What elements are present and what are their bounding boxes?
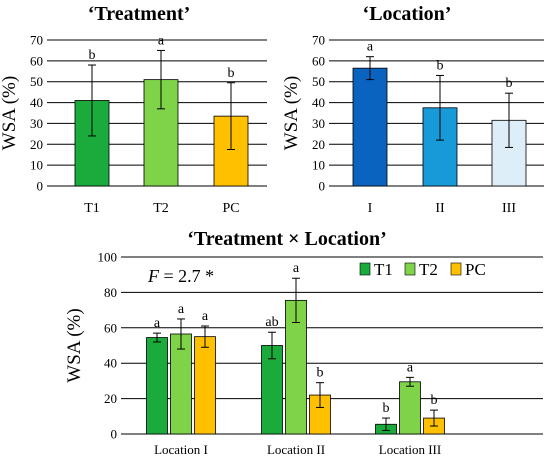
x-tick-label: III: [502, 201, 516, 216]
y-tick-label: 10: [30, 158, 43, 173]
significance-letter: a: [293, 261, 300, 276]
y-tick-label: 20: [104, 391, 117, 406]
y-tick-label: 30: [312, 116, 325, 131]
y-tick-label: 60: [30, 53, 43, 68]
y-tick-label: 80: [104, 285, 117, 300]
y-tick-label: 30: [30, 116, 43, 131]
significance-letter: a: [202, 309, 209, 324]
y-tick-label: 40: [312, 95, 325, 110]
x-tick-label: Location I: [154, 442, 208, 457]
y-tick-label: 0: [37, 179, 44, 194]
x-tick-label: T2: [153, 201, 169, 216]
y-tick-label: 70: [30, 33, 43, 48]
y-tick-label: 60: [104, 320, 117, 335]
legend-swatch-pc: [450, 262, 462, 276]
y-tick-label: 10: [312, 158, 325, 173]
y-tick-label: 50: [30, 74, 43, 89]
legend-label-pc: PC: [465, 260, 486, 279]
treatment-location-chart: 0 20 40 60 80 100 WSA (%) ‘Treatment × Location…: [64, 228, 543, 457]
f-statistic-annotation: F = 2.7 *: [147, 266, 214, 286]
significance-letter: b: [317, 366, 324, 381]
significance-letter: a: [158, 33, 165, 48]
chart-title: ‘Location’: [363, 3, 452, 25]
y-tick-label: 20: [312, 137, 325, 152]
y-tick-label: 40: [104, 356, 117, 371]
f-symbol: F: [147, 266, 160, 286]
legend-label-t1: T1: [374, 260, 393, 279]
significance-letter: b: [89, 48, 96, 63]
y-axis-label: WSA (%): [64, 308, 85, 382]
significance-letter: b: [228, 66, 235, 81]
treatment-chart: 0 10 20 30 40 50 60 70 WSA (%) ‘Treatment’ T1 T2 PC b…: [0, 3, 267, 216]
chart-title: ‘Treatment’: [88, 3, 191, 25]
bar-t2: [399, 381, 421, 435]
x-tick-label: Location III: [379, 442, 441, 457]
bar-t1: [146, 337, 168, 435]
y-tick-label: 0: [319, 179, 326, 194]
chart-title: ‘Treatment × Location’: [187, 228, 387, 250]
significance-letter: a: [407, 360, 414, 375]
f-value: = 2.7 *: [159, 266, 214, 286]
significance-letter: b: [506, 76, 513, 91]
significance-letter: b: [383, 401, 390, 416]
y-tick-label: 70: [312, 33, 325, 48]
x-tick-label: PC: [222, 201, 239, 216]
legend-label-t2: T2: [419, 260, 438, 279]
y-tick-label: 20: [30, 137, 43, 152]
significance-letter: b: [431, 393, 438, 408]
y-axis-label: WSA (%): [0, 76, 20, 150]
x-tick-label: Location II: [267, 442, 325, 457]
significance-letter: a: [367, 40, 374, 55]
significance-letter: ab: [265, 315, 278, 330]
bar: [352, 67, 388, 187]
y-tick-label: 50: [312, 74, 325, 89]
significance-letter: a: [154, 316, 161, 331]
legend-swatch-t1: [359, 262, 371, 276]
legend-swatch-t2: [404, 262, 416, 276]
x-tick-label: I: [368, 201, 373, 216]
significance-letter: a: [178, 302, 185, 317]
x-tick-label: II: [435, 201, 445, 216]
y-tick-label: 0: [111, 427, 118, 442]
y-tick-label: 100: [98, 250, 118, 265]
y-axis-label: WSA (%): [281, 76, 302, 150]
legend: T1 T2 PC: [359, 260, 486, 279]
bar-pc: [194, 336, 216, 435]
x-tick-label: T1: [84, 201, 100, 216]
y-tick-label: 40: [30, 95, 43, 110]
y-tick-label: 60: [312, 53, 325, 68]
significance-letter: b: [437, 58, 444, 73]
